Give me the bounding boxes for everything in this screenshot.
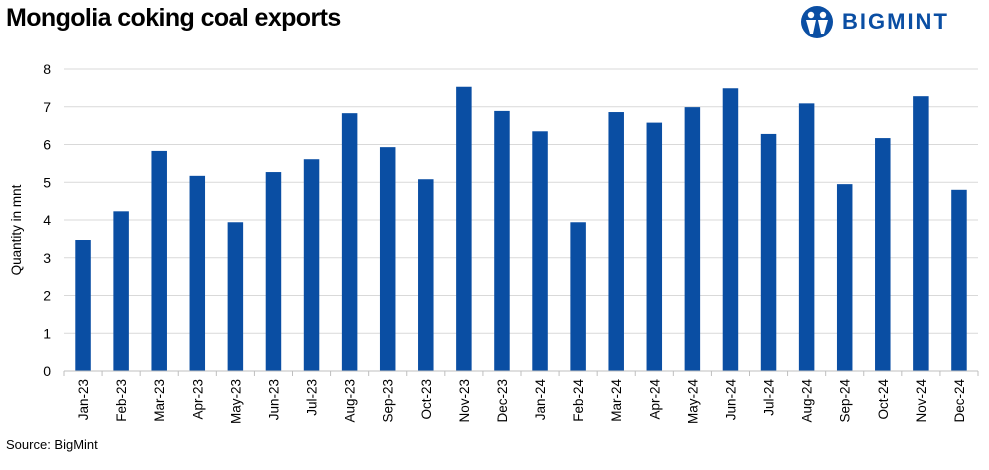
bar	[608, 112, 624, 371]
y-tick-label: 0	[43, 363, 51, 379]
bar	[303, 159, 320, 371]
bar	[75, 240, 91, 371]
y-tick-label: 7	[43, 99, 51, 115]
bar	[798, 103, 815, 371]
x-tick-label: Nov-23	[457, 379, 472, 423]
y-tick-label: 4	[43, 212, 51, 228]
brand-logo: BIGMINT	[800, 4, 949, 40]
y-tick-label: 3	[43, 250, 51, 266]
x-tick-label: Mar-24	[609, 379, 624, 422]
x-tick-label: May-24	[685, 379, 700, 425]
x-tick-label: May-23	[228, 379, 243, 424]
x-tick-label: Jul-23	[305, 379, 320, 416]
x-tick-label: Jul-24	[762, 379, 777, 416]
source-note: Source: BigMint	[6, 437, 98, 452]
x-tick-label: Feb-24	[571, 379, 586, 422]
bar	[379, 147, 396, 371]
x-tick-label: Oct-24	[876, 379, 891, 420]
bar	[456, 86, 472, 372]
y-tick-label: 6	[43, 137, 51, 153]
logo-wordmark: BIGMINT	[842, 9, 949, 34]
bar	[570, 222, 586, 371]
bar	[494, 110, 510, 371]
bar	[341, 113, 358, 371]
x-tick-label: Sep-24	[838, 379, 853, 423]
bar	[189, 175, 206, 371]
bar	[265, 172, 282, 371]
y-axis-label: Quantity in mnt	[9, 184, 24, 275]
x-tick-label: Jan-24	[533, 379, 548, 421]
x-tick-label: Feb-23	[114, 379, 129, 422]
x-tick-label: Jun-23	[266, 379, 281, 420]
bar	[913, 96, 929, 372]
x-tick-label: Apr-24	[647, 379, 662, 420]
x-tick-label: Dec-24	[952, 379, 967, 423]
bar	[532, 131, 548, 371]
bar	[951, 189, 967, 371]
x-tick-label: Apr-23	[190, 379, 205, 420]
bar	[113, 211, 129, 371]
x-tick-label: Jun-24	[723, 379, 738, 421]
x-tick-label: Mar-23	[152, 379, 167, 422]
y-tick-label: 8	[43, 61, 51, 77]
bar	[418, 179, 434, 371]
bigmint-logo-icon	[801, 6, 833, 38]
x-tick-label: Jan-23	[76, 379, 91, 420]
bar	[646, 122, 663, 371]
bar	[684, 107, 701, 371]
y-tick-label: 1	[43, 325, 51, 341]
bars	[75, 86, 967, 372]
y-tick-label: 2	[43, 288, 51, 304]
x-tick-label: Sep-23	[381, 379, 396, 423]
bar	[836, 184, 853, 371]
y-axis: 0 1 2 3 4 5 6 7 8	[43, 61, 51, 379]
x-tick-label: Aug-23	[343, 379, 358, 423]
x-tick-label: Aug-24	[800, 379, 815, 423]
bar	[151, 150, 167, 371]
chart-title: Mongolia coking coal exports	[6, 4, 341, 32]
x-tick-label: Oct-23	[419, 379, 434, 420]
x-tick-label: Dec-23	[495, 379, 510, 423]
x-tick-label: Nov-24	[914, 379, 929, 423]
bar	[760, 133, 777, 371]
bar	[875, 138, 891, 371]
x-axis: Jan-23 Feb-23 Mar-23 Apr-23 May-23 Jun-23 Jul-…	[63, 370, 979, 425]
bar	[722, 88, 739, 371]
y-tick-label: 5	[43, 174, 51, 190]
bar	[227, 222, 244, 371]
